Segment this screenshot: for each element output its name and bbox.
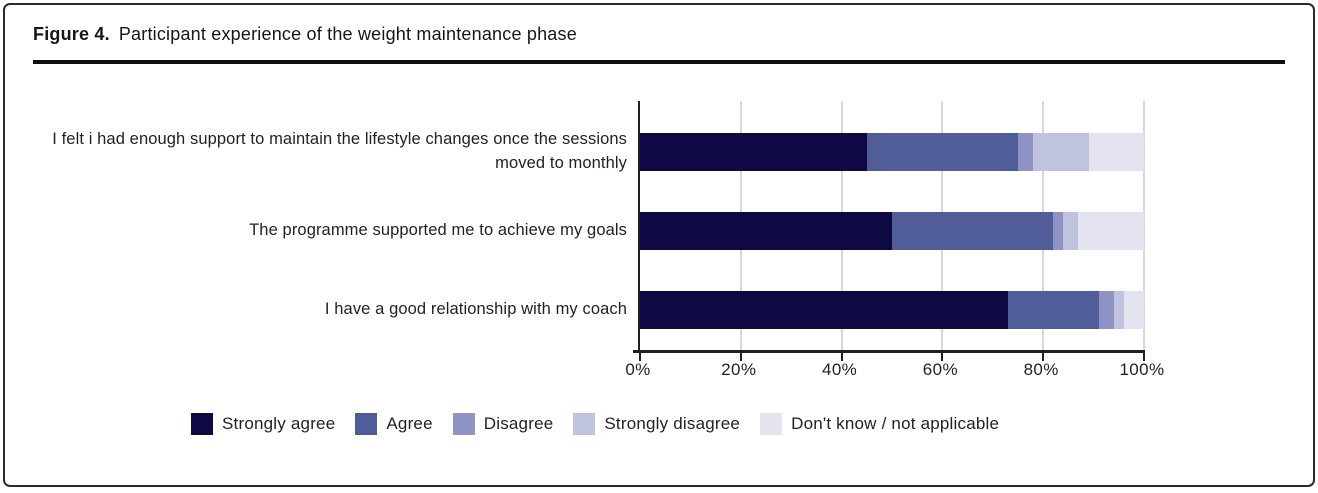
figure-frame: Figure 4. Participant experience of the w… [3,3,1315,487]
legend-item-strongly-agree: Strongly agree [191,413,335,435]
segment-disagree [1053,211,1064,250]
segment-agree [866,132,1018,171]
segment-strongly-disagree [1063,211,1079,250]
x-axis-line [633,350,1145,353]
stacked-bar-chart: I felt i had enough support to maintain … [5,101,1313,461]
bar-row: The programme supported me to achieve my… [5,191,1313,270]
x-tick-label: 40% [821,360,858,379]
x-axis-tickmark [941,352,944,361]
category-label: I felt i had enough support to maintain … [52,129,627,172]
segment-agree [1007,290,1099,329]
bar-row: I have a good relationship with my coach [5,270,1313,349]
x-tick-label: 80% [1023,360,1059,379]
x-tick-label: 100% [1119,360,1165,379]
legend-swatch [191,413,213,435]
bar-row: I felt i had enough support to maintain … [5,112,1313,191]
segment-disagree [1098,290,1114,329]
x-axis-tickmark [840,352,843,361]
figure-header: Figure 4. Participant experience of the w… [5,5,1313,46]
legend: Strongly agree Agree Disagree Strongly disa… [191,413,999,435]
segment-strongly-agree [640,211,892,250]
segment-don-t-know-not-applicable [1088,132,1144,171]
segment-strongly-agree [640,132,867,171]
bar-track [640,211,1144,250]
legend-label: Don't know / not applicable [791,414,1000,433]
legend-swatch [452,413,475,435]
category-label: The programme supported me to achieve my… [249,220,627,239]
x-axis-tickmark [639,352,641,361]
x-axis-tick-labels: 0% 20% 40% 60% 80% 100% [625,360,1164,384]
legend-item-agree: Agree [355,413,433,435]
figure-label: Figure 4. [33,24,110,44]
x-tick-label: 0% [625,360,651,379]
segment-don-t-know-not-applicable [1123,290,1144,329]
legend-swatch [760,413,783,435]
legend-item-disagree: Disagree [452,413,554,435]
x-axis-tickmark [1042,352,1045,361]
bar-track [640,132,1144,171]
x-axis-tickmark [1143,352,1145,361]
x-tick-label: 60% [922,360,959,379]
legend-label: Strongly agree [222,414,336,433]
legend-item-strongly-disagree: Strongly disagree [573,413,740,435]
x-axis-tickmark [739,352,742,361]
segment-strongly-disagree [1113,290,1124,329]
figure-title: Participant experience of the weight mai… [118,24,577,44]
title-divider-rule [33,60,1285,64]
segment-strongly-disagree [1033,132,1089,171]
category-label: I have a good relationship with my coach [324,299,627,318]
legend-label: Disagree [483,414,554,433]
legend-label: Strongly disagree [604,414,741,433]
segment-strongly-agree [640,290,1008,329]
bar-track [640,290,1144,329]
x-tick-label: 20% [721,360,757,379]
legend-item-don-t-know-not-applicable: Don't know / not applicable [760,413,999,435]
segment-don-t-know-not-applicable [1078,211,1144,250]
legend-swatch [355,413,378,435]
segment-disagree [1017,132,1034,171]
legend-swatch [573,413,596,435]
legend-label: Agree [386,414,433,433]
bar-rows: I felt i had enough support to maintain … [5,101,1313,349]
segment-agree [892,211,1054,250]
gridline [1143,101,1145,350]
